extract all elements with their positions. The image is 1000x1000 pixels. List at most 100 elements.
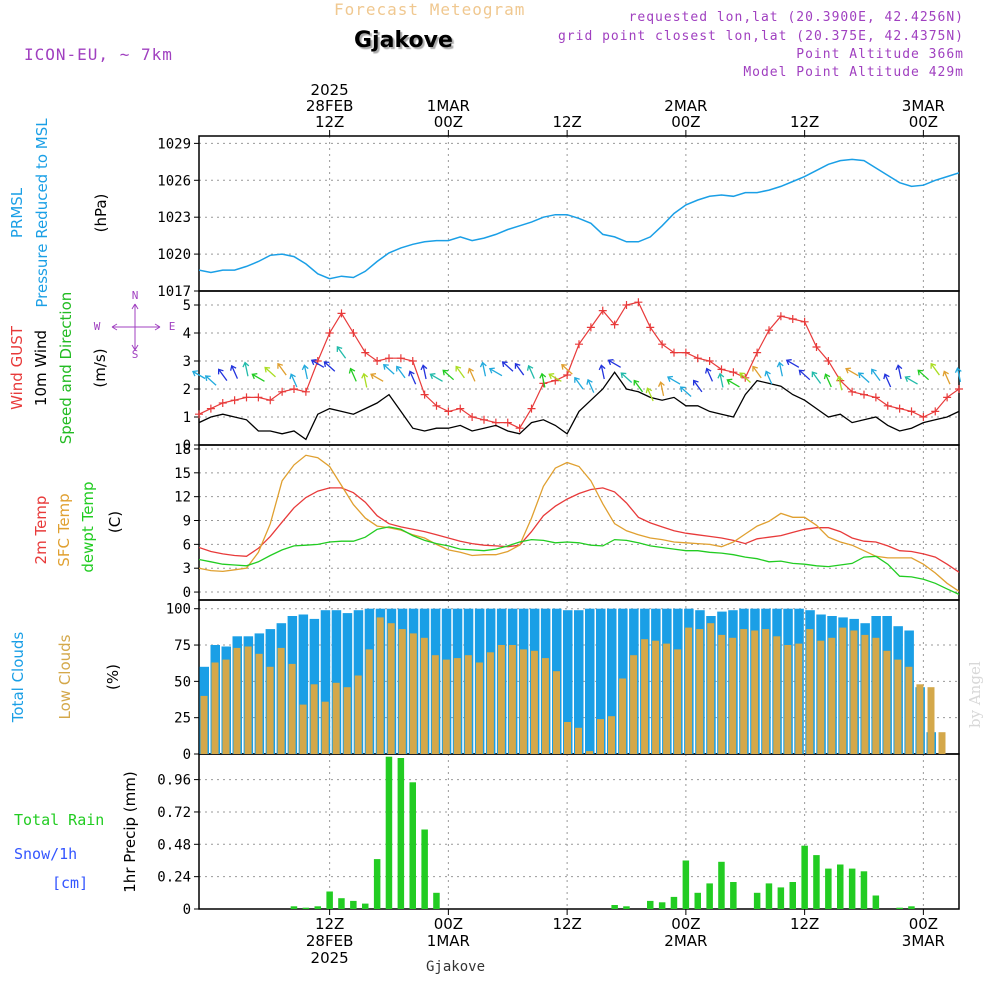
gust-point [705,357,714,365]
footer-station: Gjakove [426,959,486,975]
top-time-label: 2MAR [664,97,707,115]
low-cloud-bar [398,629,406,754]
wind-direction-arrow [883,373,892,388]
wind-direction-arrow [514,362,525,376]
total-cloud-bar [331,610,342,754]
wind-direction-arrow [277,362,287,376]
arrow-shape [845,367,859,377]
wind-direction-arrow [776,361,784,377]
arrow-shape [895,364,903,380]
y-tick-label: 12 [174,490,191,506]
arrow-shape [679,386,692,397]
wind-direction-arrow [764,370,773,385]
requested-coords: requested lon,lat (20.3900E, 42.4256N) [628,10,964,25]
arrow-shape [191,370,206,380]
gust-point [788,315,797,323]
gust-point [515,424,524,433]
wind-direction-arrow [526,364,535,379]
wind-direction-arrow [739,372,751,383]
rain-bar [694,892,701,909]
arrow-shape [408,370,417,385]
low-cloud-bar [244,646,252,754]
gust-point [480,415,488,424]
rain-bar [290,906,298,909]
wind-direction-arrow [752,365,762,379]
wind-direction-arrow [598,364,606,380]
low-cloud-bar [508,645,516,754]
arrow-shape [479,361,487,377]
gust-point [931,407,940,416]
total-cloud-bar [596,608,606,754]
low-cloud-bar [200,695,208,754]
wind-direction-arrow [230,364,239,379]
station-title: Gjakove [354,28,453,53]
gust-point [824,357,833,365]
low-cloud-bar [453,658,461,754]
low-cloud-bar [740,629,748,754]
wind-direction-arrow [917,369,930,381]
credit-watermark: by Angel [966,661,984,728]
low-cloud-bar [894,659,902,754]
bottom-time-label: 00Z [434,915,463,933]
y-tick-label: 50 [174,674,191,690]
low-cloud-bar [861,634,869,754]
wind-direction-label: Speed and Direction [57,292,75,445]
compass-s: S [132,348,139,361]
low-cloud-bar [255,653,263,754]
sfc-temp-line [199,454,959,592]
arrow-shape [823,373,832,388]
y-tick-label: 3 [183,354,191,370]
low-cloud-bar [927,687,935,754]
bottom-time-label: 3MAR [902,932,945,950]
rain-bar [409,782,416,909]
gust-point [800,317,809,326]
wind-direction-arrow [348,367,357,382]
low-cloud-bar [773,636,781,754]
wind-gust-label: Wind GUST [8,325,26,410]
model-altitude: Model Point Altitude 429m [743,65,964,80]
wind-direction-arrow [217,368,228,382]
gust-point [432,401,441,410]
temp-sfc-label: SFC Temp [55,493,73,566]
low-cloud-bar [564,722,571,754]
gust-point [337,309,346,318]
low-cloud-bar [464,655,472,754]
arrow-shape [657,381,665,396]
dewpt-temp-line [199,526,959,595]
wind-direction-arrow [382,363,395,375]
rain-bar [848,868,856,909]
y-tick-label: 0 [183,585,191,601]
arrow-shape [361,372,369,388]
gust-point [575,340,583,349]
gust-point [943,393,952,402]
gust-point [385,354,393,363]
gust-point [871,393,880,402]
rain-bar [350,900,357,909]
gust-point [408,357,417,365]
arrow-shape [370,373,384,382]
wind-direction-arrow [501,361,514,372]
rain-bar [338,898,345,909]
arrow-shape [645,387,654,402]
wind-direction-arrow [264,366,276,378]
gust-point [563,371,572,379]
gust-point [670,348,678,357]
gust-point [456,404,465,413]
arrow-shape [396,365,406,379]
rain-bar [421,829,428,909]
total-cloud-bar [574,610,584,754]
y-tick-label: 1 [183,410,191,426]
gust-point [658,340,667,349]
arrow-shape [539,372,547,388]
y-tick-label: 4 [183,326,191,342]
arrow-shape [883,373,892,388]
arrow-shape [717,372,725,388]
arrow-shape [301,364,309,380]
bottom-time-label: 2025 [311,949,349,967]
gust-point [907,407,916,416]
arrow-shape [230,364,239,379]
wind-direction-arrow [488,367,503,377]
precip-unit-label: 1hr Precip (mm) [121,771,139,892]
